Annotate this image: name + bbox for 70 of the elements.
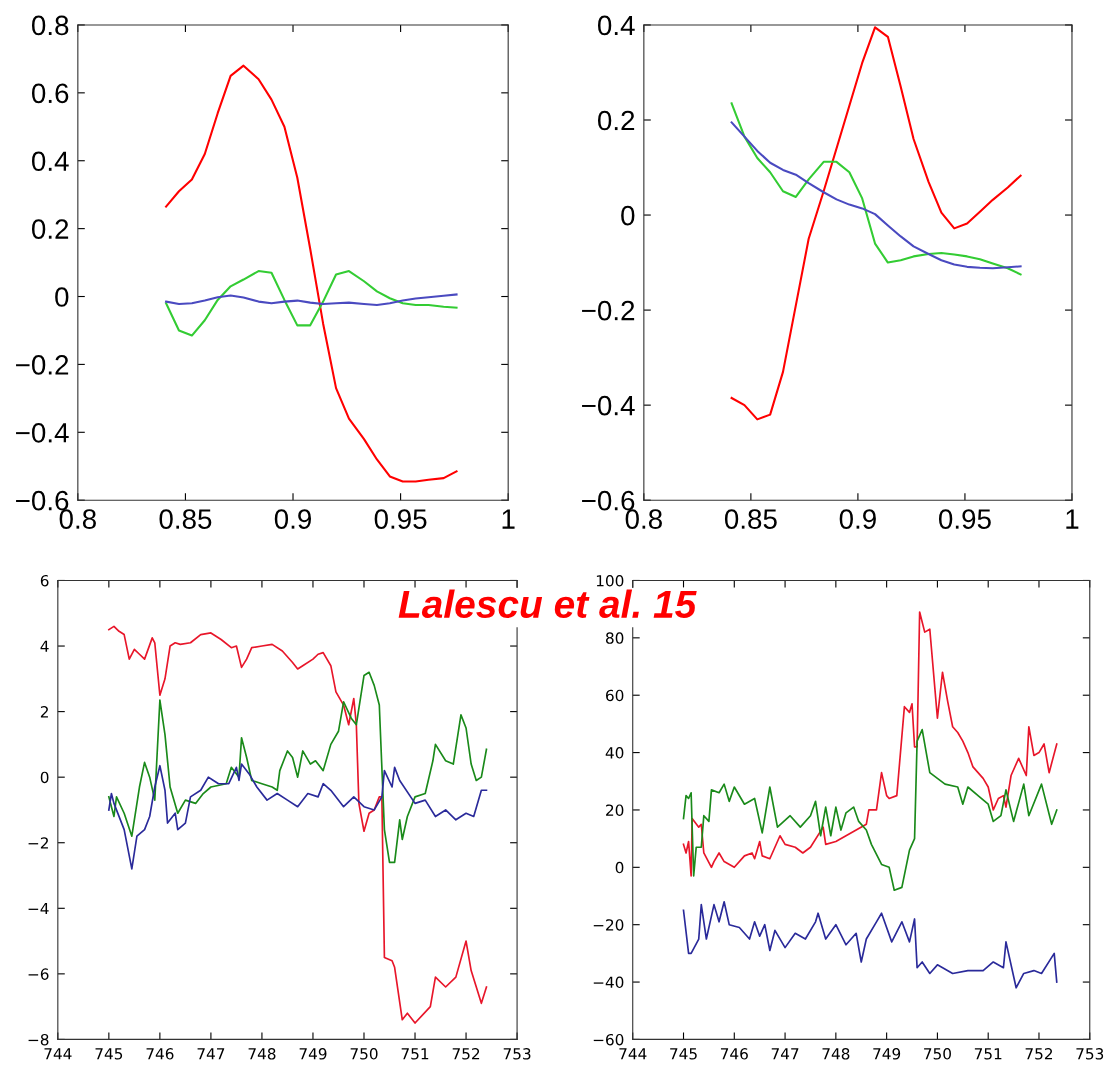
line-series	[682, 728, 1058, 892]
x-tick-label: 0.85	[159, 509, 212, 529]
x-tick-label: 0.95	[938, 509, 991, 529]
x-tick-label: 752	[1025, 1048, 1053, 1060]
x-tick-label: 749	[873, 1048, 901, 1060]
y-tick-label: −0.6	[16, 490, 69, 511]
x-tick-label: 0.8	[59, 509, 96, 529]
y-tick-label: 0	[615, 861, 624, 874]
x-tick-label: 748	[822, 1048, 850, 1060]
annotation: Lalescu et al. 15	[398, 589, 697, 619]
x-tick-label: 747	[197, 1048, 225, 1060]
y-tick-label: −60	[593, 1033, 624, 1046]
x-tick-label: 750	[924, 1048, 951, 1060]
y-tick-label: 0	[40, 771, 49, 784]
y-tick-label: 100	[596, 574, 624, 587]
x-tick-label: 751	[401, 1048, 429, 1060]
y-tick-label: 0	[55, 287, 69, 307]
y-tick-label: 60	[606, 689, 624, 702]
x-tick-label: 753	[1076, 1048, 1104, 1060]
y-tick-label: −0.4	[582, 395, 635, 416]
y-tick-label: 0.2	[597, 110, 635, 131]
line-series	[165, 64, 458, 483]
x-tick-label: 1	[1066, 509, 1079, 529]
line-series	[730, 26, 1022, 421]
line-series	[682, 900, 1058, 989]
y-tick-label: 20	[606, 804, 624, 816]
y-tick-label: 2	[40, 706, 48, 718]
y-tick-label: 0.4	[31, 151, 69, 172]
y-tick-label: −4	[28, 902, 49, 915]
x-tick-label: 751	[974, 1048, 1002, 1060]
x-tick-label: 744	[44, 1048, 72, 1060]
x-tick-label: 747	[771, 1048, 799, 1060]
x-tick-label: 746	[146, 1048, 174, 1060]
x-tick-label: 0.85	[724, 509, 777, 529]
x-tick-label: 0.9	[839, 509, 876, 529]
x-tick-label: 752	[452, 1048, 480, 1060]
line-series	[108, 763, 488, 870]
y-tick-label: −0.6	[582, 490, 635, 511]
y-tick-label: 0.6	[31, 83, 69, 104]
y-tick-label: 6	[40, 574, 49, 587]
y-tick-label: 0.8	[31, 15, 69, 36]
x-tick-label: 1	[502, 509, 515, 529]
y-tick-label: 80	[605, 632, 624, 644]
y-tick-label: 0.4	[597, 15, 635, 36]
y-tick-label: −0.2	[16, 355, 69, 375]
y-tick-label: −0.4	[16, 422, 69, 443]
y-tick-label: −40	[593, 976, 624, 989]
line-series	[165, 270, 458, 337]
x-tick-label: 749	[299, 1048, 327, 1060]
x-tick-label: 746	[720, 1048, 748, 1060]
y-tick-label: −0.2	[582, 300, 635, 321]
y-tick-label: −6	[28, 968, 49, 980]
x-tick-label: 748	[248, 1048, 276, 1060]
x-tick-label: 0.95	[374, 509, 427, 529]
y-tick-label: 4	[40, 640, 49, 652]
y-tick-label: 40	[605, 747, 624, 759]
y-tick-label: −2	[28, 837, 48, 849]
y-tick-label: −8	[28, 1033, 49, 1046]
x-tick-label: 745	[95, 1048, 123, 1060]
x-tick-label: 750	[350, 1048, 378, 1060]
line-series	[165, 293, 458, 307]
line-series	[108, 671, 488, 864]
x-tick-label: 0.9	[274, 509, 311, 529]
x-tick-label: 753	[503, 1048, 531, 1060]
y-tick-label: −20	[593, 919, 624, 931]
x-tick-label: 745	[670, 1048, 697, 1060]
y-tick-label: 0.2	[31, 219, 69, 239]
x-tick-label: 744	[619, 1048, 647, 1060]
y-tick-label: 0	[621, 205, 635, 226]
line-series	[108, 625, 488, 1024]
